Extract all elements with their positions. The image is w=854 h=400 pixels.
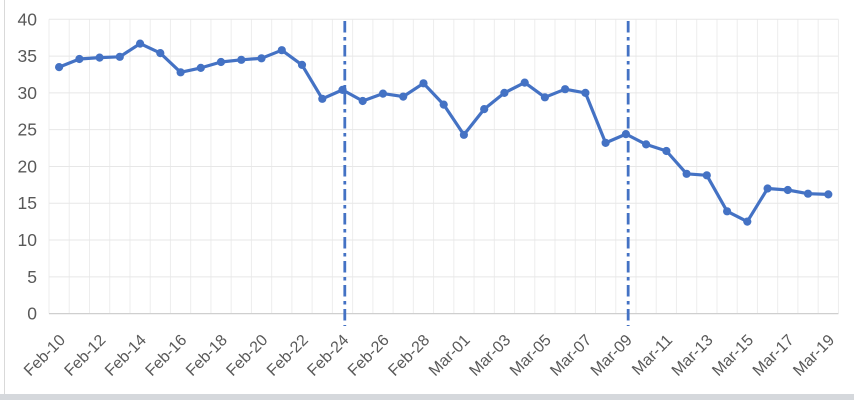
data-point-marker [136, 39, 145, 48]
data-point-marker [277, 46, 286, 55]
x-axis-tick-label: Mar-05 [507, 332, 555, 380]
data-point-marker [783, 185, 792, 195]
x-axis-tick-label: Mar-11 [629, 332, 676, 379]
x-axis-tick-label: Feb-24 [304, 332, 352, 380]
y-axis-tick-label: 30 [18, 83, 38, 103]
data-point-marker [682, 169, 691, 178]
x-axis-tick-label: Mar-03 [466, 332, 514, 380]
data-point-marker [115, 52, 124, 61]
data-point-marker [237, 55, 246, 64]
data-point-marker [156, 49, 165, 58]
window-bottom-edge [0, 394, 854, 400]
data-point-marker [95, 53, 104, 62]
data-point-marker [338, 85, 347, 94]
data-point-marker [358, 96, 367, 106]
x-axis-tick-label: Mar-01 [426, 332, 474, 380]
y-axis-tick-label: 15 [18, 193, 37, 213]
x-axis-tick-label: Feb-26 [345, 332, 393, 380]
data-point-marker [500, 88, 509, 97]
data-point-marker [621, 130, 631, 139]
data-point-marker [176, 68, 185, 77]
x-axis-tick-label: Feb-20 [223, 332, 271, 380]
data-point-marker [480, 105, 489, 114]
x-axis-tick-label: Mar-07 [547, 332, 595, 380]
y-axis-tick-label: 20 [18, 156, 38, 176]
x-axis-tick-label: Feb-28 [385, 332, 433, 380]
x-axis-tick-label: Feb-10 [21, 332, 69, 380]
data-point-marker [318, 94, 327, 103]
data-point-marker [439, 100, 448, 109]
data-point-marker [540, 93, 550, 102]
data-point-marker [561, 85, 570, 94]
data-point-marker [581, 88, 590, 97]
data-point-marker [702, 171, 711, 180]
data-point-marker [520, 78, 529, 87]
data-point-marker [601, 138, 610, 147]
data-point-marker [378, 89, 388, 98]
data-point-marker [642, 140, 651, 149]
data-point-marker [196, 63, 205, 72]
y-axis-tick-label: 5 [27, 267, 37, 287]
x-axis-tick-label: Feb-18 [183, 332, 231, 380]
data-point-marker [803, 189, 813, 198]
x-axis-tick-label: Feb-22 [264, 332, 312, 380]
data-point-marker [419, 79, 428, 88]
y-axis-tick-label: 10 [18, 230, 38, 250]
data-point-marker [662, 146, 671, 156]
y-axis-tick-label: 40 [18, 9, 38, 29]
series-line [57, 41, 830, 224]
y-axis-tick-label: 0 [27, 304, 37, 324]
data-point-marker [75, 54, 84, 64]
y-axis-tick-label: 35 [18, 46, 37, 66]
x-axis-tick-label: Feb-12 [62, 332, 110, 380]
data-point-marker [216, 57, 226, 67]
data-point-marker [297, 60, 307, 69]
x-axis-tick-label: Feb-16 [143, 332, 191, 380]
data-point-marker [55, 63, 64, 72]
data-point-marker [824, 190, 833, 199]
data-point-marker [459, 130, 468, 139]
x-axis-tick-label: Mar-13 [669, 332, 717, 380]
x-axis-tick-label: Mar-15 [709, 332, 757, 380]
x-axis-tick-label: Mar-17 [750, 332, 798, 380]
data-point-marker [743, 217, 752, 226]
data-point-marker [257, 54, 266, 63]
data-point-marker [723, 207, 732, 216]
y-axis-tick-label: 25 [18, 120, 37, 140]
x-axis-tick-label: Feb-14 [102, 332, 150, 380]
x-axis-tick-label: Mar-09 [588, 332, 636, 380]
data-point-marker [763, 184, 772, 193]
data-point-marker [399, 92, 408, 101]
window-left-border [4, 0, 5, 394]
x-axis-tick-label: Mar-19 [790, 332, 838, 380]
